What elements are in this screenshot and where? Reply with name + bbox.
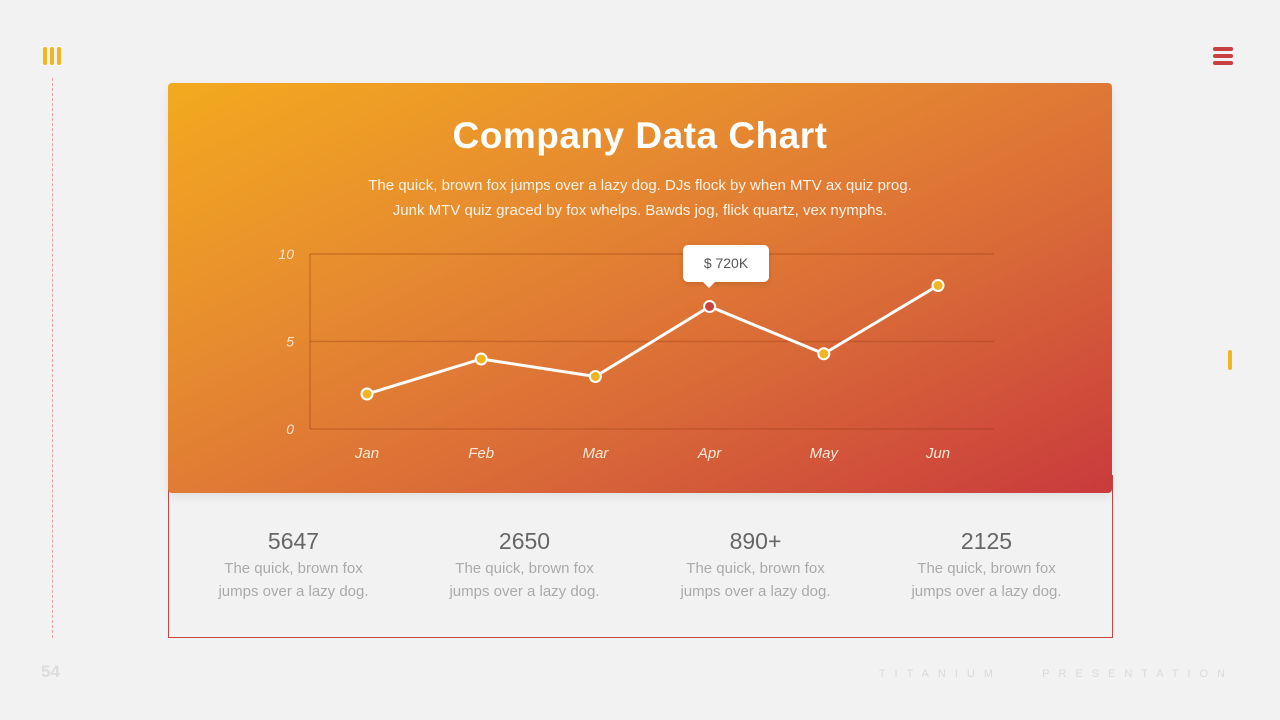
stat-desc: The quick, brown fox jumps over a lazy d…	[178, 557, 409, 603]
value-tooltip: $ 720K	[683, 245, 769, 288]
x-tick-label: Jun	[925, 445, 950, 462]
data-point	[931, 279, 945, 292]
stat-desc-line: The quick, brown fox	[455, 560, 594, 577]
data-point	[360, 387, 374, 401]
stat-value: 2125	[960, 528, 1013, 554]
bars-icon	[43, 47, 61, 65]
x-tick-label: Mar	[582, 445, 609, 462]
stat-desc-line: jumps over a lazy dog.	[218, 583, 369, 600]
stat-desc-line: The quick, brown fox	[917, 560, 1056, 577]
stat-desc-line: The quick, brown fox	[224, 560, 363, 577]
chart-title: Company Data Chart	[452, 115, 828, 156]
stat-desc-line: The quick, brown fox	[686, 560, 825, 577]
stat-desc: The quick, brown fox jumps over a lazy d…	[640, 557, 871, 603]
stat-item: 2650 The quick, brown fox jumps over a l…	[409, 526, 640, 603]
series-line	[365, 284, 940, 396]
stats-card	[168, 475, 1113, 638]
x-tick-label: May	[810, 445, 840, 462]
x-tick-label: Jan	[354, 445, 379, 462]
footer-brand-left: TITANIUM	[878, 668, 1002, 680]
stat-desc-line: jumps over a lazy dog.	[911, 583, 1062, 600]
y-tick-label: 0	[286, 421, 294, 437]
chart-subtitle: The quick, brown fox jumps over a lazy d…	[168, 173, 1112, 223]
stats-row: 5647 The quick, brown fox jumps over a l…	[178, 526, 1102, 603]
line-chart: 0 5 10 Jan Feb Mar Apr May Jun	[278, 246, 994, 462]
highlighted-data-point	[703, 300, 717, 313]
stat-item: 5647 The quick, brown fox jumps over a l…	[178, 526, 409, 603]
menu-icon[interactable]	[1213, 46, 1233, 66]
stat-desc-line: jumps over a lazy dog.	[680, 583, 831, 600]
left-divider	[52, 78, 53, 638]
y-tick-label: 5	[286, 334, 294, 350]
y-tick-label: 10	[278, 246, 294, 262]
data-point	[588, 370, 602, 383]
stat-value: 5647	[267, 528, 320, 554]
x-tick-label: Apr	[697, 445, 722, 462]
stat-desc: The quick, brown fox jumps over a lazy d…	[871, 557, 1102, 603]
data-point	[817, 347, 831, 361]
stat-desc: The quick, brown fox jumps over a lazy d…	[409, 557, 640, 603]
stat-desc-line: jumps over a lazy dog.	[449, 583, 600, 600]
stat-item: 2125 The quick, brown fox jumps over a l…	[871, 526, 1102, 603]
right-accent	[1228, 350, 1232, 370]
stat-item: 890+ The quick, brown fox jumps over a l…	[640, 526, 871, 603]
stat-value: 890+	[729, 528, 782, 554]
data-point	[474, 352, 488, 366]
x-tick-label: Feb	[468, 445, 494, 462]
footer-brand: TITANIUM PRESENTATION	[879, 668, 1234, 680]
subtitle-line-1: The quick, brown fox jumps over a lazy d…	[368, 177, 912, 194]
footer-brand-right: PRESENTATION	[1042, 668, 1234, 680]
stat-value: 2650	[498, 528, 551, 554]
subtitle-line-2: Junk MTV quiz graced by fox whelps. Bawd…	[392, 202, 888, 219]
chart-card	[168, 83, 1112, 493]
page-number: 54	[41, 662, 60, 681]
